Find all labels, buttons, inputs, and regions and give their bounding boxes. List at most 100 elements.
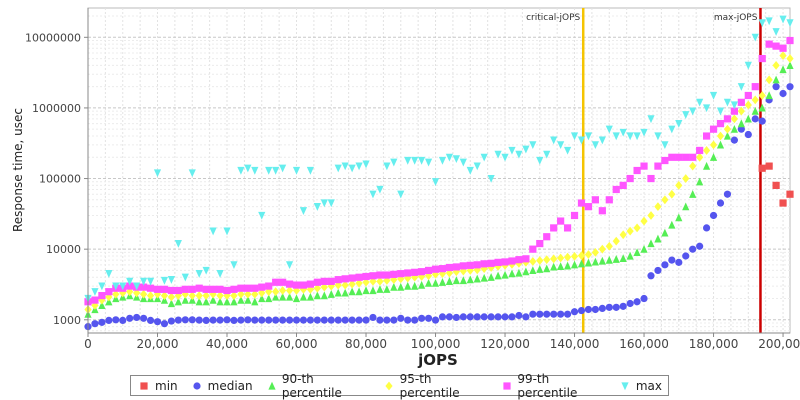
- data-point: [105, 316, 113, 325]
- data-point: [181, 273, 189, 282]
- data-point: [265, 166, 273, 175]
- data-point: [188, 285, 196, 293]
- data-point: [689, 107, 697, 116]
- data-point: [786, 190, 794, 198]
- data-point: [153, 318, 162, 326]
- data-point: [376, 271, 384, 279]
- data-point: [98, 295, 106, 305]
- data-point: [160, 320, 169, 328]
- data-point: [570, 132, 579, 141]
- data-point: [591, 141, 599, 150]
- data-point: [689, 161, 697, 171]
- data-point: [654, 132, 662, 141]
- data-point: [265, 316, 273, 324]
- data-point: [452, 263, 460, 271]
- data-point: [626, 174, 634, 183]
- data-point: [404, 269, 412, 277]
- data-point: [702, 104, 711, 113]
- data-point: [709, 125, 718, 133]
- x-tick-label: 160,000: [619, 337, 669, 351]
- data-point: [383, 316, 391, 324]
- x-tick-label: 140,000: [550, 337, 600, 351]
- data-point: [619, 302, 627, 310]
- data-point: [362, 286, 370, 295]
- data-point: [244, 316, 252, 324]
- data-point: [306, 166, 315, 175]
- data-point: [716, 107, 725, 116]
- data-point: [626, 132, 634, 141]
- data-point: [751, 95, 759, 105]
- data-point: [591, 257, 599, 266]
- data-point: [313, 316, 321, 324]
- data-point: [633, 166, 641, 175]
- data-point: [112, 282, 120, 291]
- data-point: [543, 233, 551, 241]
- data-point: [543, 255, 551, 265]
- data-point: [244, 289, 252, 299]
- data-point: [313, 203, 321, 211]
- data-point: [313, 283, 321, 293]
- data-point: [237, 316, 245, 324]
- data-point: [730, 136, 738, 144]
- data-point: [258, 283, 266, 291]
- data-point: [487, 259, 495, 267]
- data-point: [494, 258, 502, 266]
- data-point: [598, 304, 606, 312]
- data-point: [237, 284, 245, 292]
- data-point: [536, 265, 544, 273]
- data-point: [146, 316, 155, 325]
- data-point: [668, 153, 676, 161]
- data-point: [167, 292, 176, 302]
- data-point: [411, 316, 419, 324]
- data-point: [626, 251, 634, 260]
- data-point: [279, 278, 287, 286]
- data-point: [327, 277, 335, 285]
- data-point: [438, 269, 447, 279]
- data-point: [557, 310, 565, 318]
- data-point: [98, 301, 106, 309]
- data-point: [258, 288, 266, 298]
- data-point: [682, 111, 690, 119]
- data-point: [369, 190, 377, 199]
- data-point: [216, 297, 224, 306]
- data-point: [737, 119, 745, 128]
- data-point: [160, 291, 169, 301]
- x-tick-label: 20,000: [137, 337, 179, 351]
- data-point: [494, 313, 502, 321]
- data-point: [209, 227, 217, 236]
- data-point: [244, 284, 252, 292]
- data-point: [772, 181, 780, 189]
- data-point: [765, 40, 773, 48]
- data-point: [772, 42, 780, 50]
- data-point: [744, 114, 752, 123]
- data-point: [723, 190, 732, 198]
- data-point: [244, 164, 252, 173]
- data-point: [550, 254, 558, 264]
- data-point: [702, 132, 711, 140]
- data-point: [758, 19, 766, 28]
- data-point: [709, 140, 718, 150]
- data-point: [188, 316, 196, 324]
- data-point: [605, 241, 613, 251]
- data-point: [362, 272, 370, 281]
- data-point: [230, 261, 238, 270]
- data-point: [682, 202, 690, 211]
- data-point: [424, 266, 433, 275]
- data-point: [503, 381, 511, 390]
- data-point: [438, 313, 447, 321]
- data-point: [508, 269, 516, 278]
- data-point: [487, 313, 495, 321]
- x-tick-label: 180,000: [689, 337, 739, 351]
- legend-item: 90-th percentile: [267, 372, 371, 400]
- data-point: [153, 169, 162, 178]
- data-point: [737, 106, 745, 116]
- data-point: [577, 259, 586, 268]
- data-point: [216, 285, 224, 293]
- data-point: [98, 318, 106, 326]
- data-point: [654, 234, 662, 243]
- series-max: [84, 15, 794, 303]
- data-point: [654, 266, 662, 275]
- data-point: [362, 316, 370, 324]
- legend-label: min: [155, 378, 178, 393]
